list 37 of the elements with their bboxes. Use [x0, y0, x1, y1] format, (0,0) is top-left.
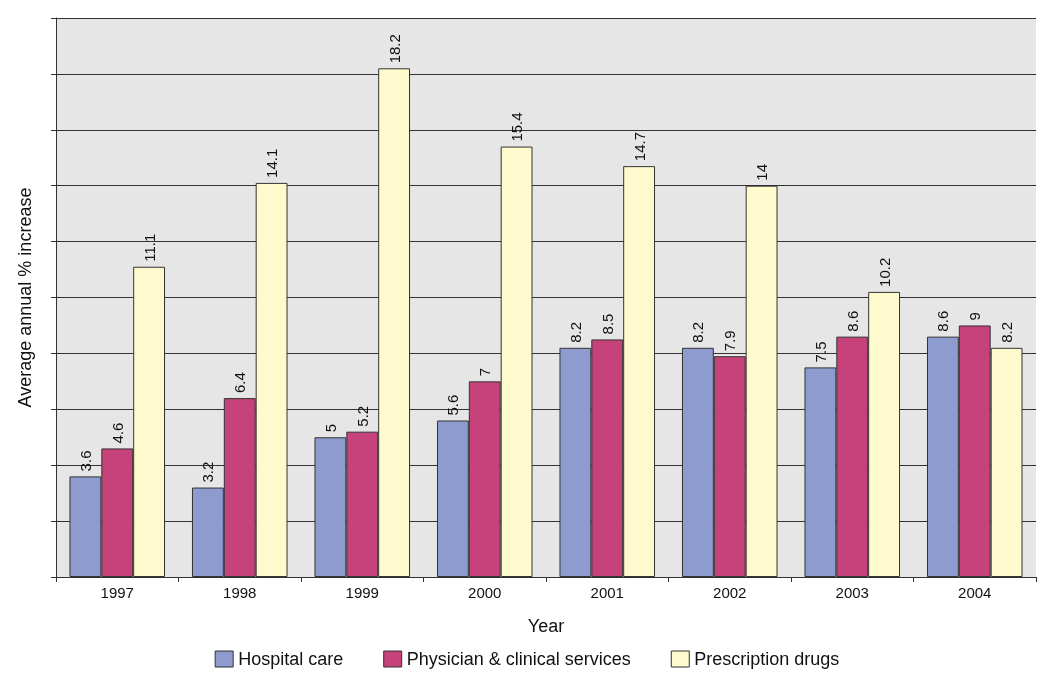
data-label: 11.1: [140, 233, 158, 262]
data-label: 18.2: [385, 34, 403, 64]
data-label: 8.2: [998, 321, 1016, 343]
data-label: 5.6: [444, 394, 462, 416]
legend-label: Prescription drugs: [694, 649, 840, 669]
data-label: 8.5: [598, 313, 616, 335]
data-label: 5: [321, 423, 339, 433]
data-label: 8.2: [689, 321, 707, 343]
data-label: 3.2: [199, 461, 217, 483]
x-tick-label: 2002: [713, 584, 747, 601]
data-label: 14.1: [263, 148, 281, 178]
data-label: 4.6: [108, 422, 126, 444]
data-label: 7.5: [811, 341, 829, 363]
x-tick-label: 1998: [223, 584, 257, 601]
data-label: 14.7: [630, 131, 648, 162]
data-label: 7: [476, 368, 494, 377]
y-axis-title: Average annual % increase: [15, 187, 35, 408]
data-label: 9: [966, 312, 984, 321]
data-label: 8.2: [566, 321, 584, 343]
x-tick-label: 2003: [835, 584, 869, 601]
legend-label: Hospital care: [238, 649, 344, 669]
data-label: 10.2: [875, 257, 893, 287]
data-label: 7.9: [721, 330, 739, 352]
data-label: 5.2: [353, 405, 371, 427]
data-label: 8.6: [843, 310, 861, 332]
legend-label: Physician & clinical services: [406, 649, 631, 669]
data-label: 3.6: [76, 450, 94, 472]
x-tick-label: 2000: [468, 584, 502, 601]
x-tick-label: 2004: [958, 584, 992, 601]
data-label: 15.4: [508, 112, 526, 142]
x-tick-label: 1997: [100, 584, 134, 601]
x-tick-label: 2001: [590, 584, 624, 601]
x-axis-title: Year: [527, 616, 565, 636]
data-label: 6.4: [231, 372, 249, 394]
x-tick-label: 1999: [345, 584, 379, 601]
data-label: 14: [753, 164, 771, 181]
data-label: 8.6: [934, 310, 952, 332]
